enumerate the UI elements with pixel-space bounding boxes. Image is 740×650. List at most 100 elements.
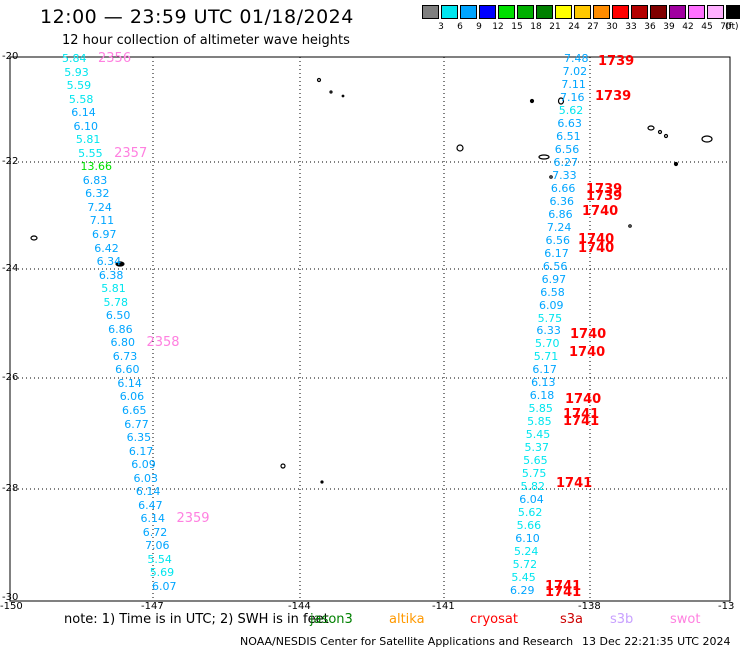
time-label: 1740 bbox=[582, 204, 619, 219]
time-label: 2358 bbox=[146, 335, 180, 351]
color-scale-label: 3 bbox=[438, 22, 444, 32]
wave-height-value: 5.75 bbox=[521, 467, 547, 481]
wave-height-value: 5.75 bbox=[537, 311, 563, 325]
wave-height-value: 6.14 bbox=[140, 512, 165, 526]
footnote: note: 1) Time is in UTC; 2) SWH is in fe… bbox=[64, 612, 329, 627]
time-label: 1741 bbox=[545, 579, 582, 594]
wave-height-value: 5.62 bbox=[517, 506, 543, 520]
time-label: 2356 bbox=[98, 51, 132, 66]
island-outlines bbox=[30, 77, 713, 484]
wave-height-value: 6.07 bbox=[152, 580, 177, 593]
color-scale-label: 70 bbox=[720, 22, 732, 32]
time-label: 1741 bbox=[563, 407, 600, 422]
wave-height-value: 5.81 bbox=[75, 133, 101, 147]
color-scale-label: 30 bbox=[606, 22, 618, 32]
y-axis-label: -24 bbox=[2, 263, 19, 274]
wave-height-value: 6.03 bbox=[133, 471, 159, 485]
time-label: 1741 bbox=[545, 585, 582, 600]
color-swatch bbox=[517, 5, 534, 19]
wave-height-value: 7.48 bbox=[564, 52, 589, 65]
wave-height-value: 7.24 bbox=[546, 220, 572, 234]
wave-height-value: 5.66 bbox=[516, 519, 542, 533]
time-label: 1739 bbox=[586, 182, 623, 197]
color-swatch bbox=[707, 5, 724, 19]
color-scale-label: 45 bbox=[701, 22, 713, 32]
color-swatch bbox=[726, 5, 740, 19]
wave-height-value: 6.73 bbox=[112, 349, 138, 363]
wave-height-value: 6.83 bbox=[82, 173, 108, 187]
color-swatch bbox=[631, 5, 648, 19]
wave-height-value: 6.32 bbox=[85, 187, 110, 201]
color-swatch bbox=[669, 5, 686, 19]
graticule bbox=[10, 57, 730, 601]
wave-height-value: 6.36 bbox=[549, 194, 575, 208]
time-label: 1740 bbox=[565, 392, 602, 407]
wave-height-value: 5.24 bbox=[513, 545, 539, 559]
satellite-name: swot bbox=[670, 612, 701, 627]
wave-height-value: 5.85 bbox=[527, 415, 552, 429]
wave-height-value: 6.29 bbox=[510, 584, 535, 597]
wave-height-value: 7.11 bbox=[89, 214, 115, 228]
color-swatch bbox=[460, 5, 477, 19]
wave-height-value: 5.55 bbox=[78, 146, 103, 160]
timestamp-text: 13 Dec 22:21:35 UTC 2024 bbox=[582, 635, 731, 648]
x-axis-label: -150 bbox=[0, 601, 23, 612]
time-label: 1741 bbox=[563, 414, 600, 429]
wave-height-value: 6.10 bbox=[73, 119, 99, 133]
wave-height-value: 7.11 bbox=[561, 77, 586, 91]
wave-height-value: 5.45 bbox=[511, 571, 536, 585]
color-swatch bbox=[536, 5, 553, 19]
plot-frame bbox=[9, 56, 731, 602]
time-label: 1740 bbox=[570, 327, 607, 342]
time-label: 1740 bbox=[578, 232, 615, 247]
wave-height-value: 5.82 bbox=[520, 480, 546, 494]
color-swatch bbox=[422, 5, 439, 19]
wave-height-value: 6.09 bbox=[538, 298, 564, 312]
wave-height-value: 6.35 bbox=[126, 431, 152, 445]
time-label: 1739 bbox=[598, 54, 635, 69]
wave-height-value: 6.33 bbox=[536, 324, 561, 338]
wave-height-value: 6.58 bbox=[540, 285, 565, 299]
wave-height-value: 13.66 bbox=[80, 160, 112, 174]
color-swatch bbox=[650, 5, 667, 19]
wave-height-value: 6.86 bbox=[108, 322, 133, 336]
wave-height-value: 6.72 bbox=[142, 525, 168, 539]
wave-height-value: 6.63 bbox=[557, 116, 582, 130]
wave-height-value: 6.42 bbox=[94, 241, 119, 255]
credit-text: NOAA/NESDIS Center for Satellite Applica… bbox=[240, 635, 574, 648]
wave-height-value: 6.51 bbox=[556, 129, 581, 143]
wave-height-value: 5.78 bbox=[103, 295, 129, 309]
color-scale-label: 36 bbox=[644, 22, 656, 32]
wave-height-value: 5.37 bbox=[524, 441, 549, 455]
wave-height-value: 6.56 bbox=[554, 142, 580, 156]
wave-height-value: 7.02 bbox=[562, 64, 588, 78]
wave-height-value: 6.97 bbox=[92, 228, 117, 241]
color-scale-label: 15 bbox=[511, 22, 523, 32]
color-swatch bbox=[688, 5, 705, 19]
satellite-name: jason3 bbox=[310, 612, 353, 627]
wave-height-value: 6.60 bbox=[115, 363, 140, 377]
satellite-name: cryosat bbox=[470, 612, 518, 627]
wave-height-value: 6.50 bbox=[105, 309, 131, 323]
wave-height-value: 6.14 bbox=[135, 485, 161, 499]
color-scale-label: 33 bbox=[625, 22, 637, 32]
color-scale-label: 12 bbox=[492, 22, 504, 32]
wave-height-value: 6.10 bbox=[515, 532, 540, 546]
wave-height-value: 6.56 bbox=[545, 233, 571, 247]
wave-height-value: 5.70 bbox=[535, 337, 560, 351]
satellite-name: altika bbox=[389, 612, 425, 627]
color-swatch bbox=[612, 5, 629, 19]
wave-height-value: 7.06 bbox=[145, 539, 170, 553]
wave-height-value: 6.97 bbox=[541, 272, 567, 286]
color-swatch bbox=[498, 5, 515, 19]
map-title: 12:00 — 23:59 UTC 01/18/2024 bbox=[40, 6, 354, 28]
time-label: 2357 bbox=[114, 145, 148, 161]
wave-height-value: 6.56 bbox=[542, 259, 568, 273]
wave-height-value: 5.65 bbox=[523, 454, 548, 468]
x-axis-label: -144 bbox=[288, 601, 311, 612]
color-scale-label: 42 bbox=[682, 22, 694, 32]
wave-height-value: 6.17 bbox=[128, 444, 154, 458]
wave-height-value: 6.77 bbox=[124, 417, 149, 431]
color-swatch bbox=[479, 5, 496, 19]
wave-height-value: 6.66 bbox=[550, 181, 576, 195]
